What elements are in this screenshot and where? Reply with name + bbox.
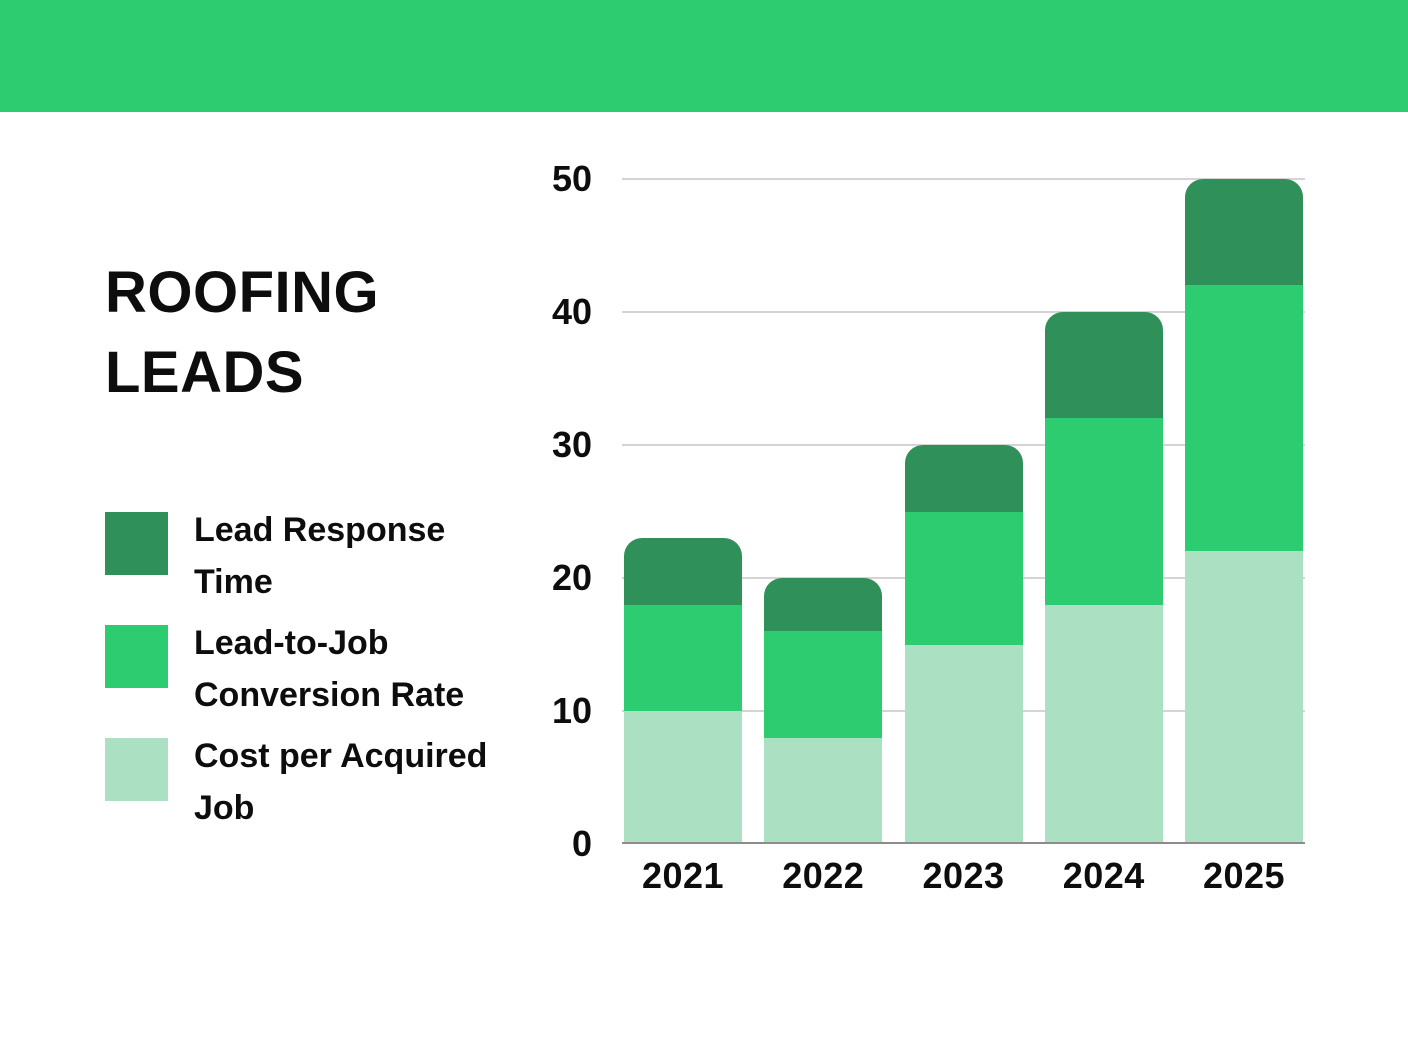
- x-axis-tick-label-2022: 2022: [782, 855, 865, 896]
- green-swatch-icon: [105, 625, 168, 688]
- bar-segment-2022-lead-response-time: [764, 578, 883, 632]
- y-axis-tick-label: 40: [551, 291, 592, 332]
- bar-segment-2025-cost-per-acquired-job: [1185, 551, 1303, 844]
- x-axis-baseline: [622, 842, 1305, 844]
- bar-segment-2024-cost-per-acquired-job: [1044, 604, 1163, 844]
- bar-2024: [1044, 312, 1163, 844]
- bar-2025: [1185, 179, 1303, 844]
- bar-segment-2022-lead-to-job-conversion-rate: [764, 631, 883, 738]
- bar-segment-2023-cost-per-acquired-job: [904, 644, 1023, 844]
- bar-segment-2023-lead-response-time: [904, 445, 1023, 512]
- bar-2022: [764, 578, 883, 844]
- x-axis-tick-label-2021: 2021: [641, 855, 725, 896]
- bar-segment-2024-lead-response-time: [1044, 312, 1163, 419]
- bar-segment-2024-lead-to-job-conversion-rate: [1044, 418, 1163, 605]
- y-axis-tick-label: 50: [551, 158, 592, 199]
- bar-segment-2025-lead-response-time: [1185, 179, 1303, 286]
- bars-container: [622, 179, 1305, 844]
- bar-segment-2023-lead-to-job-conversion-rate: [904, 511, 1023, 645]
- y-axis-tick-label: 30: [551, 424, 592, 465]
- legend-entry-cost-per-acquired-job: Cost per Acquired Job: [105, 737, 504, 842]
- x-axis-tick-label-2024: 2024: [1062, 855, 1145, 896]
- bar-2023: [904, 445, 1023, 844]
- legend-label: Lead-to-Job Conversion Rate: [194, 624, 465, 714]
- gridline-40: [622, 311, 1305, 313]
- stacked-bar-chart: [622, 178, 1305, 844]
- bar-2021: [624, 538, 742, 844]
- gridline-50: [622, 178, 1305, 180]
- top-banner: [0, 0, 1408, 112]
- legend-entry-lead-to-job-conversion-rate: Lead-to-Job Conversion Rate: [105, 624, 504, 729]
- bar-segment-2025-lead-to-job-conversion-rate: [1185, 285, 1303, 552]
- y-axis-tick-label: 20: [551, 557, 592, 598]
- legend-entry-lead-response-time: Lead Response Time: [105, 511, 504, 616]
- bar-segment-2021-lead-response-time: [624, 538, 742, 605]
- y-axis: 0 10 20 30 40 50: [480, 158, 607, 864]
- bar-segment-2022-cost-per-acquired-job: [764, 737, 883, 844]
- y-axis-tick-label: 0: [571, 823, 592, 864]
- dark-green-swatch-icon: [105, 512, 168, 575]
- legend-label: Cost per Acquired Job: [194, 737, 488, 827]
- page-title: ROOFING LEADS: [105, 260, 380, 405]
- y-axis-tick-label: 10: [551, 690, 592, 731]
- x-axis-tick-label-2023: 2023: [922, 855, 1005, 896]
- chart-legend: Lead Response Time Lead-to-Job Conversio…: [105, 511, 504, 842]
- light-green-swatch-icon: [105, 738, 168, 801]
- bar-segment-2021-cost-per-acquired-job: [624, 711, 742, 844]
- bar-segment-2021-lead-to-job-conversion-rate: [624, 604, 742, 711]
- x-axis-tick-label-2025: 2025: [1202, 855, 1286, 896]
- legend-label: Lead Response Time: [194, 511, 446, 601]
- x-axis: 2021 2022 2023 2024 2025: [622, 856, 1305, 900]
